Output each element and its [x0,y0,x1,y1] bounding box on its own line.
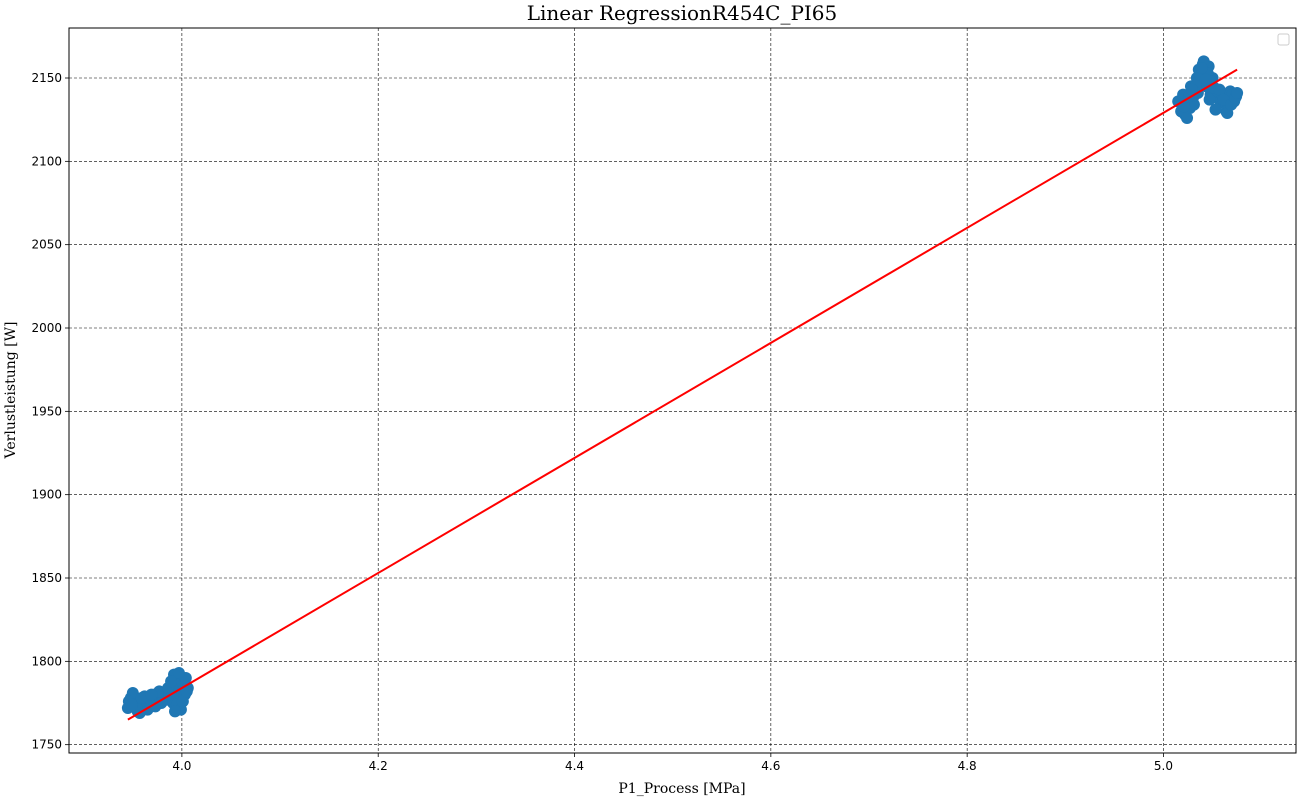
data-point [1195,62,1208,74]
data-point [176,695,189,708]
y-tick-label: 2000 [31,321,62,335]
y-tick-label: 1950 [31,404,62,418]
x-tick-label: 4.8 [958,759,977,773]
x-tick-label: 4.6 [761,759,780,773]
y-tick-label: 1900 [31,488,62,502]
data-point [145,688,158,701]
regression-line-layer [127,68,1238,721]
x-axis-ticks: 4.0 4.2 4.4 4.6 4.8 5.0 [172,753,1173,773]
regression-line [127,68,1238,721]
legend-box [1277,33,1290,46]
x-axis-label: P1_Process [MPa] [618,781,745,797]
y-tick-label: 1750 [31,738,62,752]
data-point [135,692,148,704]
data-points [121,55,1244,719]
y-tick-label: 1850 [31,571,62,585]
data-point [165,675,178,688]
x-tick-label: 4.2 [369,759,388,773]
data-point [1213,83,1226,96]
plot-area-frame [68,27,1297,754]
chart-title: Linear RegressionR454C_PI65 [527,1,838,25]
x-tick-label: 4.4 [565,759,584,773]
data-point [169,705,182,718]
data-point [1199,73,1212,86]
data-point [1231,87,1244,99]
data-point [1181,112,1194,124]
y-tick-label: 2050 [31,238,62,252]
y-axis-ticks: 1750 1800 1850 1900 1950 2000 2050 2100 2150 [31,71,69,752]
y-tick-label: 1800 [31,654,62,668]
data-point [1209,103,1222,116]
data-point [172,667,185,679]
grid-layer [69,28,1296,753]
data-point [1185,83,1198,96]
y-axis-label: Verlustleistung [W] [3,322,19,460]
data-point [1203,93,1216,106]
x-tick-label: 4.0 [172,759,191,773]
x-tick-label: 5.0 [1154,759,1173,773]
data-point [155,697,168,709]
y-tick-label: 2100 [31,154,62,168]
data-point [125,698,138,711]
y-tick-label: 2150 [31,71,62,85]
data-point [180,685,193,698]
